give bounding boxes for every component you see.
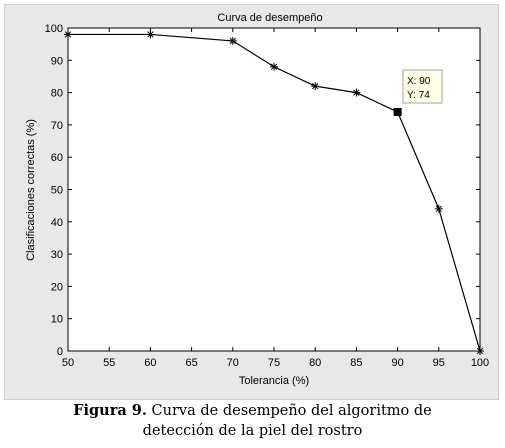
x-tick-label: 90 [391,357,403,369]
data-point-marker [434,204,443,213]
y-tick-label: 100 [45,23,63,35]
y-tick-label: 20 [51,281,63,293]
marker-stroke [147,31,154,38]
y-tick-label: 60 [51,152,63,164]
datatip-y: Y: 74 [407,90,430,101]
caption-label: Figura 9. [73,402,147,419]
y-tick-label: 70 [51,120,63,132]
marker-stroke [476,347,484,355]
caption-text-line2: detección de la piel del rostro [142,423,363,439]
x-tick-label: 80 [309,357,321,369]
x-axis-ticks: 50 55 60 65 70 75 80 85 90 95 100 [62,28,489,369]
chart-svg: Curva de desempeño 0 10 20 30 40 50 60 70 80 90 10… [25,12,489,387]
data-point-marker [146,30,155,39]
datatip-x: X: 90 [407,76,431,87]
x-tick-label: 70 [227,357,239,369]
data-point-marker [64,30,72,39]
chart-title: Curva de desempeño [217,12,322,24]
x-tick-label: 60 [144,357,156,369]
y-axis-ticks: 0 10 20 30 40 50 60 70 80 90 100 [45,23,480,358]
marker-stroke [64,31,72,38]
figure-caption: Figura 9. Curva de desempeño del algorit… [0,401,505,441]
data-point-marker [270,62,278,71]
datatip[interactable]: X: 90 Y: 74 [402,69,443,104]
x-tick-label: 85 [350,357,362,369]
data-point-marker [228,36,237,45]
marker-stroke [270,63,278,70]
x-tick-label: 95 [433,357,445,369]
y-tick-label: 40 [51,217,63,229]
y-axis-label: Clasificaciones correctas (%) [25,119,37,261]
data-point-marker [476,347,484,355]
y-tick-label: 10 [51,314,63,326]
y-tick-label: 0 [57,346,63,358]
x-tick-label: 75 [268,357,280,369]
datatip-marker [393,107,402,116]
x-tick-label: 65 [185,357,197,369]
x-tick-label: 100 [471,357,489,369]
y-tick-label: 80 [51,88,63,100]
datatip-box [402,69,443,104]
caption-text: Curva de desempeño del algoritmo de [151,403,432,419]
data-point-marker [352,88,361,97]
x-tick-label: 50 [62,357,74,369]
figure-frame: Curva de desempeño 0 10 20 30 40 50 60 70 80 90 10… [4,4,499,400]
data-point-marker [311,82,320,91]
y-tick-label: 30 [51,249,63,261]
y-tick-label: 90 [51,55,63,67]
series-group [64,30,484,355]
marker-stroke [229,37,236,45]
marker-stroke [312,82,319,90]
marker-stroke [353,89,360,96]
x-tick-label: 55 [103,357,115,369]
x-axis-label: Tolerancia (%) [239,375,309,387]
y-tick-label: 50 [51,185,63,197]
marker-stroke [435,205,442,213]
